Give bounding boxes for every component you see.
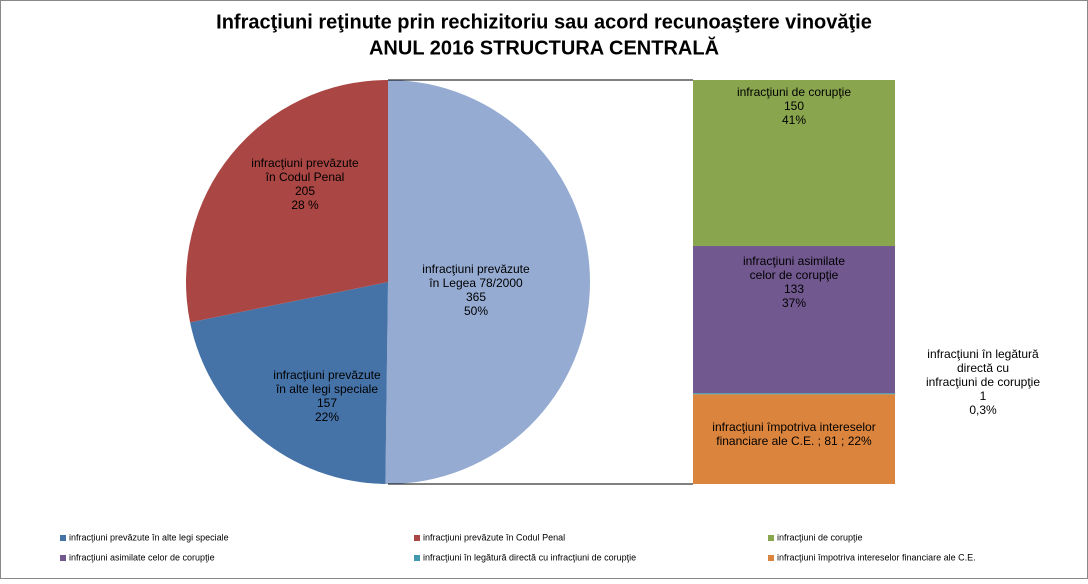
legend-label: infracţiuni asimilate celor de corupţie	[69, 552, 215, 562]
legend-label: infracţiuni împotriva intereselor financ…	[777, 552, 976, 562]
data-label: în alte legi speciale	[275, 382, 378, 396]
data-label-percent: 37%	[782, 296, 806, 310]
data-label-percent: 22%	[315, 410, 339, 424]
data-label: celor de corupţie	[750, 268, 839, 282]
bar-segment	[693, 393, 895, 395]
data-label-value: 365	[466, 290, 486, 304]
data-label-value: 1	[980, 389, 987, 403]
bar-segment	[693, 394, 895, 484]
pie-slice	[385, 80, 591, 484]
legend-swatch	[414, 535, 420, 541]
bar-segment	[693, 246, 895, 394]
data-label: infracţiuni de corupţie	[737, 85, 851, 99]
data-label-value: 133	[784, 282, 804, 296]
pie-slice	[186, 80, 388, 323]
legend-label: infracţiuni în legătură directă cu infra…	[423, 552, 636, 562]
legend-swatch	[768, 555, 774, 561]
data-label: în Legea 78/2000	[428, 276, 523, 290]
data-label: infracţiuni prevăzute	[273, 368, 381, 382]
data-label: financiare ale C.E. ; 81 ; 22%	[716, 434, 872, 448]
pie-slice	[190, 282, 388, 484]
data-label-percent: 22%	[848, 434, 872, 448]
data-label: infracţiuni împotriva intereselor	[712, 420, 875, 434]
data-label-value: 157	[317, 396, 337, 410]
data-label: infracţiuni asimilate	[743, 254, 845, 268]
data-label: în Codul Penal	[265, 170, 345, 184]
legend-swatch	[768, 535, 774, 541]
legend-swatch	[60, 535, 66, 541]
legend-swatch	[414, 555, 420, 561]
data-label: infracţiuni în legătură	[927, 347, 1039, 361]
data-label-value: 150	[784, 99, 804, 113]
data-label: infracţiuni prevăzute	[422, 262, 530, 276]
legend-label: infracţiuni prevăzute în Codul Penal	[423, 532, 565, 542]
data-label-text: financiare ale C.E.	[716, 434, 814, 448]
chart-title: ANUL 2016 STRUCTURA CENTRALĂ	[369, 36, 719, 59]
data-label-separator: ;	[838, 434, 848, 448]
data-label-percent: 0,3%	[969, 403, 997, 417]
legend-swatch	[60, 555, 66, 561]
chart-title: Infracţiuni reţinute prin rechizitoriu s…	[216, 11, 872, 33]
data-label-separator: ;	[814, 434, 824, 448]
data-label: infracţiuni prevăzute	[251, 156, 359, 170]
bar-segment	[693, 80, 895, 247]
data-label: directă cu	[957, 361, 1009, 375]
data-label-value: 81	[824, 434, 838, 448]
data-label-percent: 28 %	[291, 198, 319, 212]
data-label-value: 205	[295, 184, 315, 198]
data-label-percent: 41%	[782, 113, 806, 127]
data-label-percent: 50%	[464, 304, 488, 318]
legend-label: infracţiuni de corupţie	[777, 532, 863, 542]
legend-label: infracţiuni prevăzute în alte legi speci…	[69, 532, 229, 542]
data-label: infracţiuni de corupţie	[926, 375, 1040, 389]
